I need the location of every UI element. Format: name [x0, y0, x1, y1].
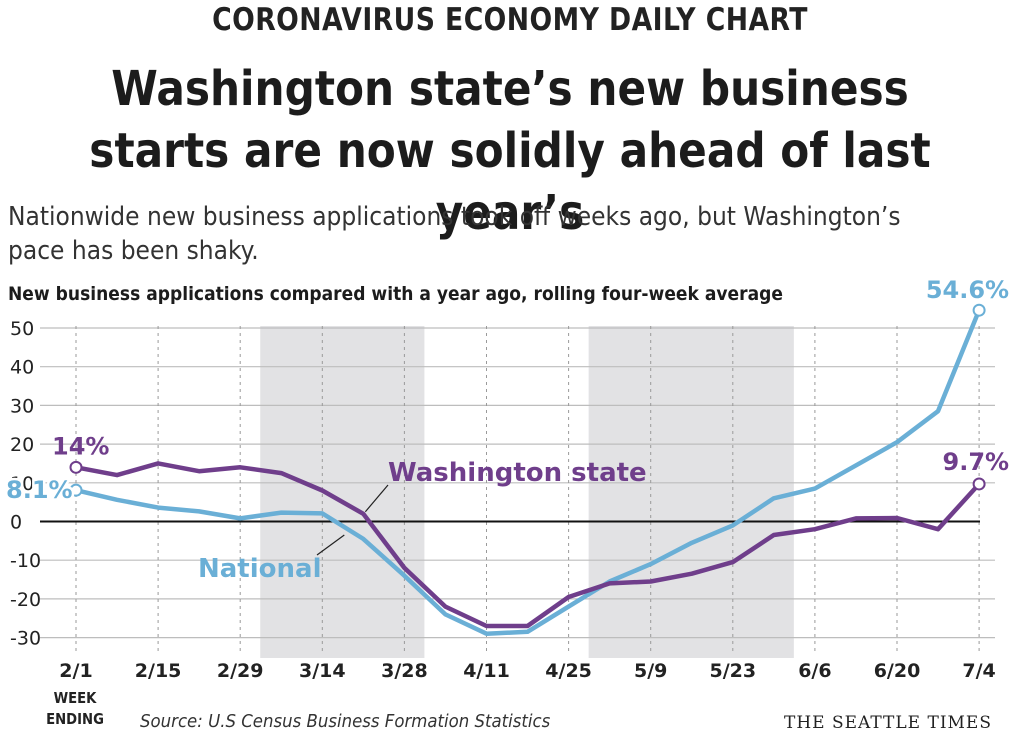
y-tick-label: 40: [10, 357, 34, 379]
source-note: Source: U.S Census Business Formation St…: [140, 711, 551, 732]
x-tick-label: 2/29: [217, 660, 264, 682]
leader-line: [316, 534, 345, 556]
x-tick-label: 7/4: [962, 660, 995, 682]
x-tick-label: 4/11: [463, 660, 510, 682]
x-tick-label: 3/28: [381, 660, 428, 682]
data-label: 14%: [52, 432, 109, 460]
x-tick-label: 5/23: [709, 660, 756, 682]
data-label: 54.6%: [926, 276, 1009, 304]
x-tick-label: 6/6: [798, 660, 831, 682]
x-axis-label: WEEK ENDING: [46, 689, 104, 728]
data-label: 9.7%: [943, 448, 1010, 476]
y-tick-label: 20: [10, 434, 34, 456]
series-marker: [972, 477, 986, 491]
shaded-band: [588, 326, 794, 658]
y-tick-label: 50: [10, 318, 34, 340]
publisher-credit: THE SEATTLE TIMES: [784, 713, 992, 733]
series-marker: [972, 303, 986, 317]
x-tick-label: 4/25: [545, 660, 592, 682]
y-tick-label: -20: [10, 589, 41, 611]
y-tick-label: 0: [10, 512, 22, 534]
headline: Washington state’s new business starts a…: [89, 61, 931, 241]
series-line: [73, 461, 982, 629]
x-tick-label: 6/20: [874, 660, 921, 682]
leader-line: [364, 484, 389, 513]
x-tick-label: 3/14: [299, 660, 346, 682]
shaded-band: [260, 326, 425, 658]
x-tick-label: 2/15: [135, 660, 182, 682]
y-tick-label: 10: [10, 473, 34, 495]
series-marker: [69, 483, 83, 497]
series-line: [73, 307, 982, 636]
x-tick-label: 2/1: [59, 660, 92, 682]
y-tick-label: -10: [10, 550, 41, 572]
series-name-label: National: [198, 554, 321, 584]
y-tick-label: 30: [10, 395, 34, 417]
chart-title: New business applications compared with …: [8, 283, 783, 305]
series-marker: [69, 460, 83, 474]
subhead: Nationwide new business applications too…: [8, 202, 901, 266]
y-tick-label: -30: [10, 628, 41, 650]
x-tick-label: 5/9: [634, 660, 667, 682]
data-label: 8.1%: [6, 476, 73, 504]
series-name-label: Washington state: [388, 458, 647, 488]
kicker: CORONAVIRUS ECONOMY DAILY CHART: [212, 2, 808, 38]
